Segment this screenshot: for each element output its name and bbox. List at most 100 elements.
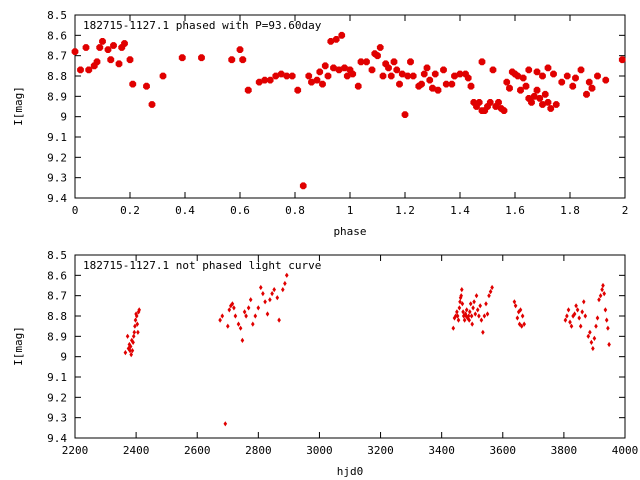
data-point xyxy=(478,58,486,66)
data-point xyxy=(481,329,485,335)
data-point xyxy=(582,299,586,305)
data-point xyxy=(240,337,245,343)
data-point xyxy=(500,107,508,114)
data-point xyxy=(131,333,136,339)
data-point xyxy=(131,339,135,345)
data-point xyxy=(539,72,546,80)
data-point xyxy=(248,297,253,303)
data-point xyxy=(143,82,150,90)
y-tick-label: 9.4 xyxy=(47,432,67,445)
data-point xyxy=(228,56,236,64)
x-tick-label: 0.8 xyxy=(285,204,305,217)
data-point xyxy=(178,54,186,62)
data-point xyxy=(126,56,134,64)
data-point xyxy=(396,80,403,88)
data-point xyxy=(159,72,167,80)
data-point xyxy=(423,64,431,72)
data-point xyxy=(533,68,541,76)
data-point xyxy=(115,60,123,68)
x-tick-label: 3200 xyxy=(367,444,394,457)
data-point xyxy=(426,76,434,84)
data-point xyxy=(475,99,483,106)
data-point xyxy=(256,305,261,311)
plot-title: 182715-1127.1 phased with P=93.60day xyxy=(83,19,322,32)
data-point xyxy=(341,64,348,72)
data-point xyxy=(580,309,584,315)
data-point xyxy=(482,313,487,319)
x-tick-label: 3400 xyxy=(428,444,455,457)
data-point xyxy=(229,303,233,309)
data-point xyxy=(85,66,93,74)
y-tick-label: 9.1 xyxy=(47,371,67,384)
data-point xyxy=(418,80,425,88)
data-point xyxy=(495,99,502,106)
x-tick-label: 2400 xyxy=(123,444,150,457)
data-point xyxy=(349,70,357,78)
y-tick-label: 8.5 xyxy=(47,249,67,262)
data-point xyxy=(324,72,332,80)
data-point xyxy=(474,293,479,299)
data-point xyxy=(460,301,465,307)
data-point xyxy=(469,313,474,319)
x-tick-label: 0.6 xyxy=(230,204,250,217)
data-point xyxy=(232,305,236,311)
data-point xyxy=(462,317,467,323)
data-point xyxy=(251,321,255,327)
x-tick-label: 0.2 xyxy=(120,204,140,217)
data-point xyxy=(591,345,595,352)
data-point xyxy=(123,350,128,356)
data-point xyxy=(343,72,351,80)
data-point xyxy=(294,86,302,94)
data-point xyxy=(606,325,610,331)
data-point xyxy=(99,38,106,45)
data-point xyxy=(485,311,490,317)
plot-frame xyxy=(74,254,626,439)
y-tick-label: 8.7 xyxy=(47,290,67,303)
data-point xyxy=(198,54,205,62)
data-point xyxy=(129,352,133,358)
data-point xyxy=(354,82,362,90)
data-point xyxy=(602,291,606,297)
y-tick-label: 8.8 xyxy=(47,310,67,323)
data-point xyxy=(429,84,436,92)
data-point xyxy=(592,335,597,341)
data-point xyxy=(597,297,601,303)
data-point xyxy=(281,287,285,293)
bottom-unphased-chart: 2200 2400 2600 2800 3000 3200 3400 3600 3800 4000… xyxy=(12,249,638,478)
data-point xyxy=(357,58,365,66)
data-point xyxy=(393,66,401,74)
y-tick-label: 8.6 xyxy=(47,29,67,42)
data-point xyxy=(128,348,132,354)
data-point xyxy=(601,282,605,289)
data-point xyxy=(93,58,101,66)
data-point xyxy=(332,36,340,43)
data-point xyxy=(335,66,343,74)
data-point xyxy=(233,313,238,319)
data-point xyxy=(594,72,601,80)
data-point xyxy=(577,315,581,321)
data-point xyxy=(607,341,611,348)
y-tick-label: 9.2 xyxy=(47,151,67,164)
data-point xyxy=(239,56,247,64)
data-point xyxy=(503,78,511,86)
y-tick-label: 9 xyxy=(60,111,67,124)
data-point xyxy=(236,46,244,53)
data-point xyxy=(321,62,329,70)
data-point xyxy=(550,70,557,78)
y-tick-label: 9.2 xyxy=(47,391,67,404)
data-point xyxy=(272,287,276,293)
data-point xyxy=(218,317,222,323)
data-point xyxy=(107,56,115,64)
data-point xyxy=(130,348,135,354)
y-axis-label: I[mag] xyxy=(12,326,25,366)
data-point xyxy=(299,182,307,190)
y-axis-label: I[mag] xyxy=(12,86,25,126)
data-point xyxy=(585,78,593,86)
data-point xyxy=(379,72,387,80)
data-point xyxy=(137,307,141,313)
x-tick-label: 3000 xyxy=(306,444,333,457)
data-point xyxy=(583,313,588,319)
data-point xyxy=(128,343,133,350)
data-point xyxy=(327,38,335,45)
data-point xyxy=(588,84,596,92)
